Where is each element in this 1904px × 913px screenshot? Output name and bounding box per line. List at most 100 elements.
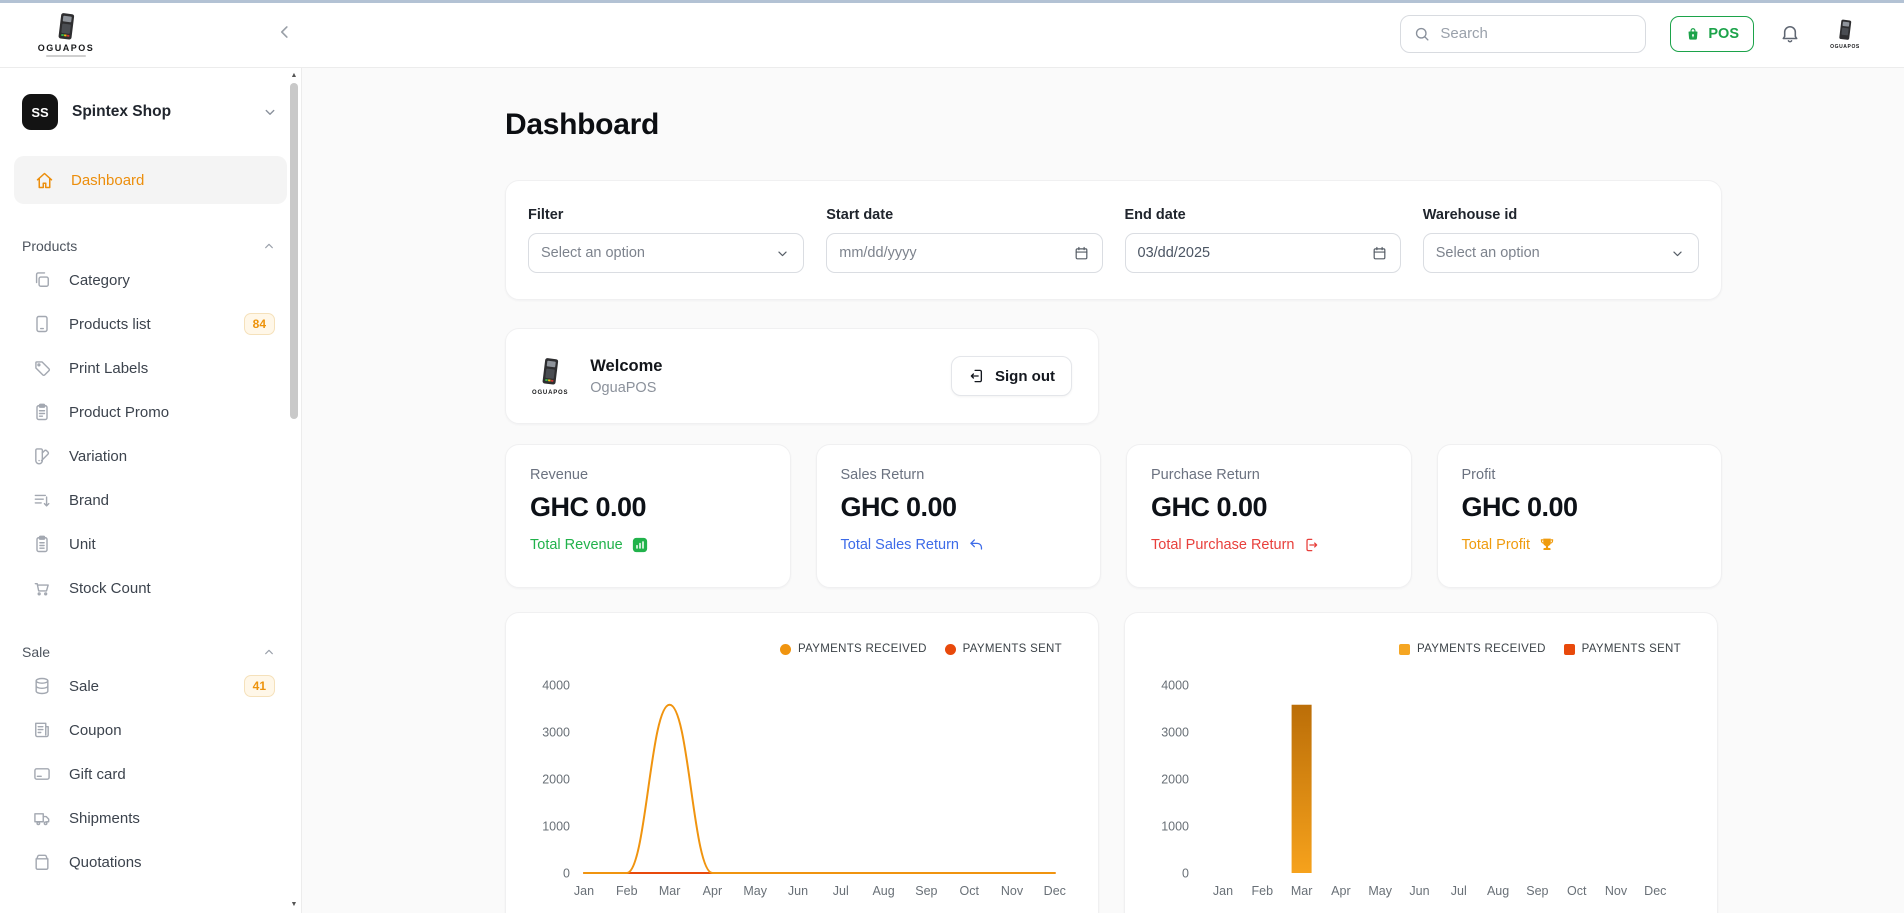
field-value: mm/dd/yyyy [839,245,917,261]
chevron-down-icon [1673,250,1682,256]
field-value: 03/dd/2025 [1137,245,1211,261]
sidebar-item-label: Variation [69,447,128,465]
field-label: Filter [528,207,564,223]
sidebar-section-products[interactable]: Products [22,238,277,254]
stat-card-profit: Profit GHC 0.00 Total Profit [1436,444,1722,588]
warehouse-id-select[interactable]: Select an option [1422,233,1699,273]
sidebar-item-label: Coupon [69,721,122,739]
legend-label: PAYMENTS SENT [1581,643,1681,655]
tag-icon [35,361,51,377]
avatar-brand-name: OGUAPOS [1830,43,1860,50]
sidebar-item-product-promo[interactable]: Product Promo [0,390,301,434]
chevron-left-icon [280,25,288,38]
series-line [583,703,1056,874]
field-value: Select an option [1435,245,1540,261]
stat-footer-label: Total Revenue [530,537,623,553]
sidebar-item-label: Product Promo [69,403,170,421]
stat-footer-link[interactable]: Total Profit [1462,536,1698,554]
stat-value: GHC 0.00 [1461,492,1579,522]
svg-text:Dec: Dec [1044,884,1066,898]
sidebar-item-unit[interactable]: Unit [0,522,301,566]
sidebar-item-label: Brand [69,491,110,509]
bar-chart-icon [632,537,647,553]
legend-item[interactable]: PAYMENTS SENT [1563,643,1681,655]
search-box[interactable] [1400,14,1647,53]
chevron-down-icon [778,250,787,256]
sidebar-item-brand[interactable]: Brand [0,478,301,522]
svg-text:May: May [743,884,767,898]
scroll-up-arrow[interactable]: ▲ [290,72,298,79]
pos-terminal-icon [58,12,75,40]
stat-footer-label: Total Sales Return [840,537,959,553]
sidebar-section-sale[interactable]: Sale [22,644,277,660]
sidebar-item-label: Sale [69,677,100,695]
svg-text:2000: 2000 [1161,773,1189,787]
sort-lines-icon [34,494,50,507]
pos-button[interactable]: POS [1670,15,1754,52]
end-date-date-input[interactable]: 03/dd/2025 [1124,233,1401,273]
stat-footer-link[interactable]: Total Revenue [530,536,766,554]
svg-text:Jul: Jul [1451,884,1467,898]
legend-item[interactable]: PAYMENTS RECEIVED [780,643,927,655]
truck-icon [34,813,50,826]
svg-text:4000: 4000 [542,679,570,693]
svg-text:Jun: Jun [1409,884,1429,898]
sidebar-item-products-list[interactable]: Products list 84 [0,302,301,346]
start-date-date-input[interactable]: mm/dd/yyyy [826,233,1103,273]
brand-name: OGUAPOS [37,42,95,53]
scrollbar-thumb[interactable] [290,83,298,419]
shopping-bag-icon [1688,27,1698,40]
newspaper-icon [35,722,49,738]
shop-avatar: SS [22,94,58,130]
welcome-card: OGUAPOS Welcome OguaPOS Sign out [505,328,1099,424]
brand-tagline [46,54,86,57]
sidebar-item-dashboard[interactable]: Dashboard [14,156,287,204]
filter-select[interactable]: Select an option [528,233,805,273]
chevron-up-icon [265,243,273,249]
stat-value: GHC 0.00 [530,492,647,522]
charts-row: PAYMENTS RECEIVED PAYMENTS SENT 0 1000 2000 3… [505,612,1722,913]
logout-icon [970,369,983,383]
svg-text:Jun: Jun [788,884,808,898]
chevron-up-icon [265,649,273,655]
stat-value: GHC 0.00 [1151,492,1268,522]
field-label: End date [1124,207,1186,223]
user-avatar[interactable]: OGUAPOS [1826,18,1864,50]
sidebar-item-variation[interactable]: Variation [0,434,301,478]
svg-text:1000: 1000 [1161,820,1189,834]
sidebar-item-shipments[interactable]: Shipments [0,796,301,840]
sidebar-item-sale[interactable]: Sale 41 [0,664,301,708]
scroll-down-arrow[interactable]: ▼ [290,901,298,908]
sidebar-item-stock-count[interactable]: Stock Count [0,566,301,610]
svg-text:Feb: Feb [616,884,638,898]
legend-item[interactable]: PAYMENTS RECEIVED [1399,643,1546,655]
svg-text:Apr: Apr [1331,884,1350,898]
sidebar-item-label: Dashboard [71,171,145,189]
search-input[interactable] [1440,25,1640,42]
sidebar-item-gift-card[interactable]: Gift card [0,752,301,796]
stat-card-sales-return: Sales Return GHC 0.00 Total Sales Return [815,444,1101,588]
svg-text:3000: 3000 [542,726,570,740]
svg-text:Feb: Feb [1252,884,1274,898]
shop-selector[interactable]: SS Spintex Shop [22,94,279,130]
line-chart-svg: 0 1000 2000 3000 4000 Jan Feb Mar Apr May Jun Jul Au… [542,679,1066,899]
sidebar-item-print-labels[interactable]: Print Labels [0,346,301,390]
legend-label: PAYMENTS RECEIVED [1417,643,1546,655]
sidebar-collapse-button[interactable] [272,20,298,46]
svg-text:Sep: Sep [915,884,937,898]
welcome-logo-name: OGUAPOS [532,390,569,396]
legend-swatch [1563,643,1575,655]
page-title: Dashboard [505,108,659,141]
sidebar-item-coupon[interactable]: Coupon [0,708,301,752]
sidebar-scrollbar[interactable]: ▲ ▼ [288,70,300,911]
svg-text:Oct: Oct [959,884,979,898]
stat-footer-link[interactable]: Total Purchase Return [1151,536,1387,554]
filter-card: Filter Select an option Start date mm/dd/yy… [505,180,1722,300]
notifications-button[interactable] [1778,22,1802,46]
stat-footer-link[interactable]: Total Sales Return [841,536,1077,554]
sign-out-button[interactable]: Sign out [951,356,1072,396]
sidebar-item-category[interactable]: Category [0,258,301,302]
filter-field-end-date: End date 03/dd/2025 [1124,207,1401,273]
sidebar-item-quotations[interactable]: Quotations [0,840,301,884]
legend-item[interactable]: PAYMENTS SENT [944,643,1062,655]
